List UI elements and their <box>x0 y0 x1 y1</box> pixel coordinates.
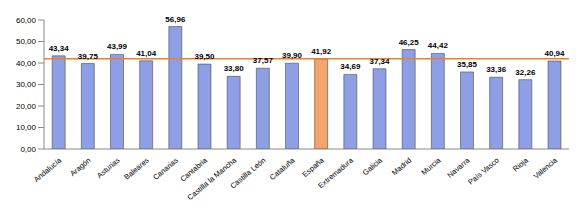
svg-text:30,00: 30,00 <box>16 80 37 89</box>
svg-text:39,90: 39,90 <box>282 51 303 60</box>
svg-text:60,00: 60,00 <box>16 16 37 25</box>
svg-text:39,50: 39,50 <box>194 52 215 61</box>
svg-text:41,04: 41,04 <box>136 49 157 58</box>
svg-text:Aragón: Aragón <box>68 156 92 178</box>
svg-text:46,25: 46,25 <box>399 38 420 47</box>
svg-text:40,94: 40,94 <box>544 49 565 58</box>
svg-text:España: España <box>301 155 327 179</box>
svg-text:País Vasco: País Vasco <box>466 156 500 187</box>
svg-text:Asturias: Asturias <box>95 156 122 180</box>
svg-text:Castilla León: Castilla León <box>228 156 267 191</box>
svg-text:Navarra: Navarra <box>445 155 472 180</box>
svg-text:Valencia: Valencia <box>532 155 560 181</box>
svg-text:Galicia: Galicia <box>361 155 385 177</box>
svg-text:Canarias: Canarias <box>151 156 180 182</box>
svg-text:50,00: 50,00 <box>16 37 37 46</box>
svg-text:Rioja: Rioja <box>511 155 531 173</box>
svg-text:0,00: 0,00 <box>20 145 36 154</box>
svg-text:44,42: 44,42 <box>428 41 449 50</box>
svg-text:Cataluña: Cataluña <box>268 155 297 182</box>
svg-text:Murcia: Murcia <box>419 155 443 177</box>
svg-text:37,34: 37,34 <box>369 57 390 66</box>
svg-text:41,92: 41,92 <box>311 47 332 56</box>
svg-text:Extremadura: Extremadura <box>316 155 355 190</box>
svg-text:Cantabria: Cantabria <box>178 155 210 184</box>
svg-text:35,85: 35,85 <box>457 60 478 69</box>
svg-text:32,26: 32,26 <box>515 68 536 77</box>
svg-text:37,57: 37,57 <box>253 56 274 65</box>
svg-text:20,00: 20,00 <box>16 102 37 111</box>
svg-text:43,34: 43,34 <box>49 44 70 53</box>
svg-text:40,00: 40,00 <box>16 59 37 68</box>
svg-text:Castilla la Mancha: Castilla la Mancha <box>186 155 239 201</box>
svg-text:33,36: 33,36 <box>486 65 507 74</box>
svg-text:Andalucía: Andalucía <box>32 155 64 184</box>
svg-text:Baleares: Baleares <box>122 156 151 182</box>
svg-text:34,69: 34,69 <box>340 62 361 71</box>
svg-text:Madrid: Madrid <box>390 156 413 178</box>
svg-text:39,75: 39,75 <box>78 52 99 61</box>
svg-text:33,80: 33,80 <box>224 64 245 73</box>
svg-text:43,99: 43,99 <box>107 42 128 51</box>
svg-text:56,96: 56,96 <box>165 15 186 24</box>
svg-text:10,00: 10,00 <box>16 123 37 132</box>
